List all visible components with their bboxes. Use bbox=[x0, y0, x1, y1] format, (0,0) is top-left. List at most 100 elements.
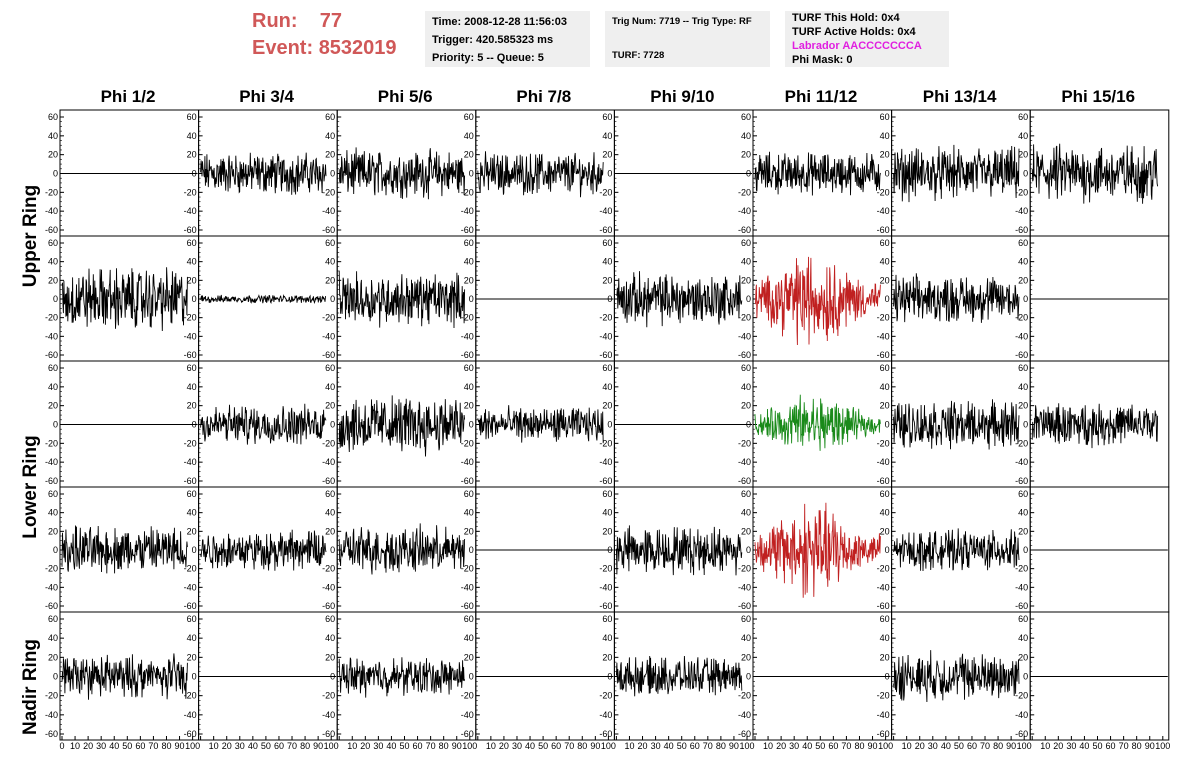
x-tick-label: 90 bbox=[313, 741, 323, 751]
waveform-trace bbox=[893, 399, 1020, 450]
waveform-panel: 60 40 20 0 -20 -40 -60 bbox=[461, 360, 615, 488]
waveform-panel: 60 40 20 0 -20 -40 -60 bbox=[599, 235, 754, 362]
y-tick-label: -20 bbox=[1015, 313, 1028, 323]
x-tick-label: 90 bbox=[452, 741, 462, 751]
y-tick-label: -60 bbox=[461, 601, 474, 611]
y-tick-label: 0 bbox=[746, 672, 751, 682]
y-tick-label: 60 bbox=[880, 238, 890, 248]
y-tick-label: 0 bbox=[330, 294, 335, 304]
y-tick-label: 0 bbox=[746, 169, 751, 179]
y-tick-label: 0 bbox=[192, 294, 197, 304]
trigger-text: Trigger: 420.585323 ms bbox=[432, 34, 554, 46]
y-tick-label: 60 bbox=[741, 489, 751, 499]
y-tick-label: 20 bbox=[1018, 526, 1028, 536]
y-tick-label: 40 bbox=[325, 131, 335, 141]
y-tick-label: 20 bbox=[602, 652, 612, 662]
waveform-trace bbox=[893, 650, 1020, 703]
waveform-panel: 60 40 20 0 -20 -40 -60 bbox=[184, 360, 338, 488]
y-tick-label: 60 bbox=[602, 489, 612, 499]
y-tick-label: -40 bbox=[45, 457, 58, 467]
y-tick-label: 60 bbox=[602, 614, 612, 624]
y-tick-label: -40 bbox=[877, 206, 890, 216]
x-tick-label: 70 bbox=[426, 741, 436, 751]
waveform-trace bbox=[200, 294, 326, 305]
y-tick-label: 0 bbox=[330, 420, 335, 430]
y-tick-label: 0 bbox=[885, 169, 890, 179]
waveform-trace bbox=[338, 147, 466, 200]
event-value: 8532019 bbox=[318, 37, 397, 59]
y-tick-label: -20 bbox=[877, 438, 890, 448]
y-tick-label: -20 bbox=[184, 313, 197, 323]
y-tick-label: 60 bbox=[880, 489, 890, 499]
x-tick-label: 20 bbox=[638, 741, 648, 751]
y-tick-label: -20 bbox=[45, 564, 58, 574]
x-tick-label: 60 bbox=[413, 741, 423, 751]
y-tick-label: 60 bbox=[741, 238, 751, 248]
y-tick-label: -20 bbox=[184, 187, 197, 197]
y-tick-label: -40 bbox=[184, 331, 197, 341]
x-tick-label: 50 bbox=[399, 741, 409, 751]
x-tick-label: 60 bbox=[274, 741, 284, 751]
y-tick-label: -20 bbox=[599, 187, 612, 197]
y-tick-label: 40 bbox=[602, 508, 612, 518]
x-tick-label: 100 bbox=[185, 741, 200, 751]
y-tick-label: 60 bbox=[880, 363, 890, 373]
y-tick-label: -60 bbox=[738, 729, 751, 739]
y-tick-label: -20 bbox=[184, 564, 197, 574]
y-tick-label: -60 bbox=[45, 225, 58, 235]
y-tick-label: 40 bbox=[325, 257, 335, 267]
y-tick-label: -60 bbox=[599, 225, 612, 235]
y-tick-label: -60 bbox=[45, 729, 58, 739]
y-tick-label: 0 bbox=[746, 294, 751, 304]
y-tick-label: -20 bbox=[1015, 691, 1028, 701]
y-tick-label: 20 bbox=[741, 275, 751, 285]
y-tick-label: -20 bbox=[322, 313, 335, 323]
y-tick-label: 40 bbox=[1018, 508, 1028, 518]
y-tick-label: 60 bbox=[325, 614, 335, 624]
y-tick-label: 40 bbox=[187, 257, 197, 267]
x-tick-label: 100 bbox=[462, 741, 477, 751]
y-tick-label: 20 bbox=[741, 401, 751, 411]
y-tick-label: 20 bbox=[741, 652, 751, 662]
y-tick-label: -40 bbox=[184, 206, 197, 216]
x-tick-label: 50 bbox=[261, 741, 271, 751]
y-tick-label: 40 bbox=[602, 633, 612, 643]
x-tick-label: 40 bbox=[1079, 741, 1089, 751]
x-tick-label: 80 bbox=[439, 741, 449, 751]
y-tick-label: 0 bbox=[607, 672, 612, 682]
y-tick-label: -20 bbox=[45, 187, 58, 197]
waveform-panel: 60 40 20 0 -20 -40 -60 bbox=[184, 486, 338, 613]
y-tick-label: 60 bbox=[602, 112, 612, 122]
phi-title: Phi 13/14 bbox=[922, 87, 997, 106]
waveform-panel: 60 40 20 0 -20 -40 -60 bbox=[877, 360, 1031, 488]
x-tick-label: 70 bbox=[564, 741, 574, 751]
waveform-trace bbox=[754, 256, 881, 346]
x-tick-label: 100 bbox=[324, 741, 339, 751]
x-tick-label: 60 bbox=[967, 741, 977, 751]
y-tick-label: 60 bbox=[325, 363, 335, 373]
y-tick-label: -20 bbox=[1015, 438, 1028, 448]
waveform-trace bbox=[1031, 143, 1159, 204]
x-tick-label: 100 bbox=[739, 741, 754, 751]
y-tick-label: 40 bbox=[464, 508, 474, 518]
y-tick-label: -60 bbox=[322, 225, 335, 235]
y-tick-label: -20 bbox=[599, 691, 612, 701]
y-tick-label: -40 bbox=[45, 710, 58, 720]
y-tick-label: 40 bbox=[464, 633, 474, 643]
y-tick-label: -40 bbox=[45, 206, 58, 216]
x-tick-label: 60 bbox=[690, 741, 700, 751]
y-tick-label: -20 bbox=[461, 564, 474, 574]
x-tick-label: 60 bbox=[1106, 741, 1116, 751]
y-tick-label: -60 bbox=[184, 225, 197, 235]
y-tick-label: 40 bbox=[880, 131, 890, 141]
y-tick-label: 60 bbox=[602, 363, 612, 373]
y-tick-label: -40 bbox=[461, 457, 474, 467]
y-tick-label: -40 bbox=[322, 457, 335, 467]
x-tick-label: 100 bbox=[1017, 741, 1032, 751]
y-tick-label: 40 bbox=[187, 508, 197, 518]
x-tick-label: 20 bbox=[915, 741, 925, 751]
x-tick-label: 20 bbox=[222, 741, 232, 751]
x-tick-label: 20 bbox=[360, 741, 370, 751]
